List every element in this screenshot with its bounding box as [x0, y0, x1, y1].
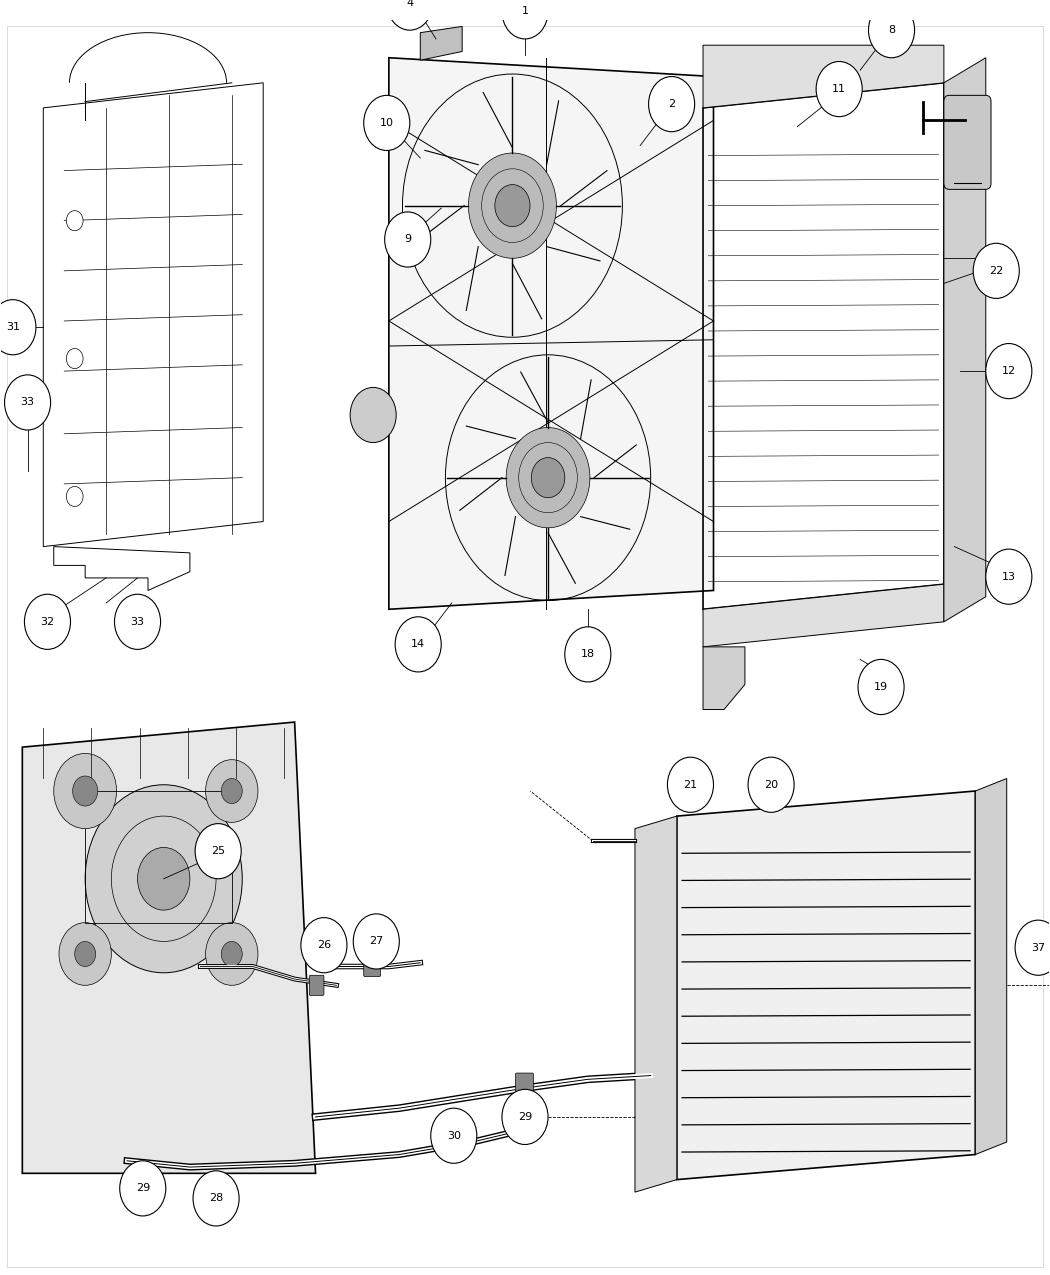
Circle shape	[195, 824, 242, 878]
Polygon shape	[635, 816, 677, 1192]
Circle shape	[565, 627, 611, 682]
Text: 33: 33	[21, 398, 35, 408]
Text: 22: 22	[989, 265, 1004, 275]
Polygon shape	[704, 646, 744, 710]
Circle shape	[72, 776, 98, 806]
Circle shape	[816, 61, 862, 116]
Text: 11: 11	[833, 84, 846, 94]
Circle shape	[748, 757, 794, 812]
Circle shape	[59, 923, 111, 986]
Circle shape	[66, 487, 83, 506]
Circle shape	[114, 594, 161, 649]
Text: 8: 8	[888, 26, 895, 36]
Circle shape	[54, 754, 117, 829]
FancyBboxPatch shape	[516, 1074, 533, 1098]
Text: 25: 25	[211, 847, 226, 857]
Circle shape	[363, 96, 410, 150]
Circle shape	[468, 153, 556, 259]
Circle shape	[4, 375, 50, 430]
Circle shape	[1015, 921, 1050, 975]
Circle shape	[222, 941, 243, 966]
Text: 18: 18	[581, 649, 595, 659]
Text: 32: 32	[40, 617, 55, 627]
Circle shape	[384, 212, 430, 266]
Text: 19: 19	[874, 682, 888, 692]
Circle shape	[301, 918, 346, 973]
Text: 27: 27	[370, 936, 383, 946]
Circle shape	[193, 1170, 239, 1227]
Text: 37: 37	[1031, 942, 1045, 952]
Circle shape	[206, 923, 258, 986]
Circle shape	[868, 3, 915, 57]
Circle shape	[386, 0, 433, 31]
FancyBboxPatch shape	[944, 96, 991, 190]
Circle shape	[24, 594, 70, 649]
Circle shape	[649, 76, 695, 131]
Text: 13: 13	[1002, 571, 1015, 581]
Polygon shape	[975, 779, 1007, 1155]
Text: 2: 2	[668, 99, 675, 110]
Circle shape	[395, 617, 441, 672]
Polygon shape	[944, 57, 986, 622]
Text: 26: 26	[317, 940, 331, 950]
Circle shape	[85, 784, 243, 973]
Text: 29: 29	[135, 1183, 150, 1193]
Text: 9: 9	[404, 235, 412, 245]
Circle shape	[986, 343, 1032, 399]
Circle shape	[858, 659, 904, 714]
Polygon shape	[704, 45, 944, 108]
Circle shape	[531, 458, 565, 497]
Text: 33: 33	[130, 617, 145, 627]
Polygon shape	[704, 584, 944, 646]
Circle shape	[430, 1108, 477, 1163]
Text: 14: 14	[412, 639, 425, 649]
Circle shape	[0, 300, 36, 354]
Text: 20: 20	[764, 780, 778, 789]
Circle shape	[222, 779, 243, 803]
FancyBboxPatch shape	[363, 954, 380, 977]
Circle shape	[973, 244, 1020, 298]
Polygon shape	[388, 57, 714, 609]
Circle shape	[75, 941, 96, 966]
Circle shape	[986, 550, 1032, 604]
Text: 28: 28	[209, 1193, 224, 1204]
Circle shape	[353, 914, 399, 969]
Circle shape	[502, 1089, 548, 1145]
Text: 21: 21	[684, 780, 697, 789]
Polygon shape	[420, 27, 462, 60]
Text: 4: 4	[406, 0, 414, 8]
FancyBboxPatch shape	[310, 975, 324, 996]
Circle shape	[120, 1160, 166, 1216]
Circle shape	[502, 0, 548, 40]
Text: 31: 31	[6, 323, 20, 333]
Text: 29: 29	[518, 1112, 532, 1122]
Polygon shape	[677, 790, 975, 1179]
Circle shape	[495, 185, 530, 227]
Polygon shape	[22, 722, 316, 1173]
Circle shape	[506, 427, 590, 528]
Text: 30: 30	[447, 1131, 461, 1141]
Circle shape	[138, 848, 190, 910]
Circle shape	[206, 760, 258, 822]
Text: 10: 10	[380, 117, 394, 128]
Circle shape	[668, 757, 714, 812]
Circle shape	[66, 210, 83, 231]
Circle shape	[66, 348, 83, 368]
Circle shape	[350, 388, 396, 442]
Text: 12: 12	[1002, 366, 1016, 376]
Text: 1: 1	[522, 6, 528, 17]
